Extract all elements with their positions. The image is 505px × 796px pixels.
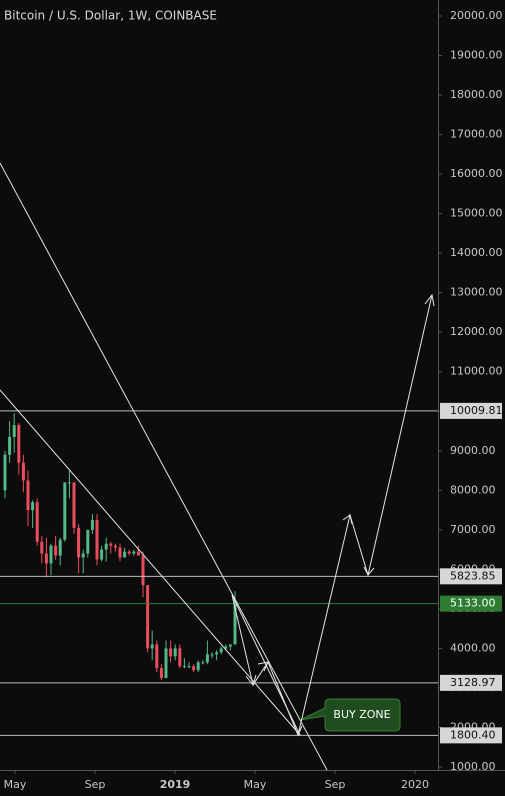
y-tick-label: 11000.00 (450, 365, 503, 378)
candle-body (95, 519, 99, 560)
candle-body (136, 551, 140, 556)
candle-body (118, 547, 122, 558)
drawings (0, 162, 435, 771)
candle-body (201, 662, 205, 664)
candle-body (219, 648, 223, 653)
candle-body (146, 585, 150, 649)
candle-body (44, 553, 48, 564)
candle-body (8, 436, 12, 455)
y-tick-label: 8000.00 (450, 483, 496, 496)
chart-title: Bitcoin / U.S. Dollar, 1W, COINBASE (4, 9, 217, 23)
y-tick-label: 4000.00 (450, 641, 496, 654)
level-label-box (440, 402, 502, 419)
x-tick-label: Sep (325, 778, 346, 791)
arrow-head (293, 724, 303, 737)
candle-body (127, 551, 131, 554)
level-label: 10009.81 (450, 404, 503, 417)
candle-body (3, 454, 7, 491)
y-tick-label: 14000.00 (450, 246, 503, 259)
candle-body (164, 648, 168, 679)
current-price-box (440, 595, 502, 612)
candle-body (21, 462, 25, 481)
candle-body (72, 482, 76, 528)
y-tick-label: 17000.00 (450, 128, 503, 141)
candle-body (215, 652, 219, 655)
candle-body (49, 545, 53, 564)
candle-body (123, 551, 127, 558)
candle-body (159, 668, 163, 679)
candle-body (109, 543, 113, 546)
y-tick-label: 16000.00 (450, 167, 503, 180)
level-label: 5823.85 (450, 569, 496, 582)
candle-body (31, 502, 35, 511)
candle-body (100, 549, 104, 560)
candle-body (77, 527, 81, 558)
candle-body (17, 425, 21, 463)
candle-body (54, 545, 58, 556)
candle-body (26, 480, 30, 511)
y-tick-label: 12000.00 (450, 325, 503, 338)
candle-body (192, 666, 196, 671)
candle-body (196, 662, 200, 671)
current-price-label: 5133.00 (450, 597, 496, 610)
y-tick-label: 1000.00 (450, 760, 496, 773)
trend-line (0, 162, 328, 771)
x-tick-label: May (4, 778, 27, 791)
candle-body (67, 482, 71, 484)
arrow-head (257, 661, 269, 672)
y-tick-label: 20000.00 (450, 9, 503, 22)
candle-body (173, 648, 177, 657)
level-label: 1800.40 (450, 728, 496, 741)
candle-body (132, 551, 136, 554)
candle-body (90, 519, 94, 530)
candle-body (224, 646, 228, 649)
arrow-head (245, 674, 257, 687)
candle-body (35, 502, 39, 542)
level-label-box (440, 674, 502, 691)
candle-body (12, 425, 16, 437)
candle-body (233, 600, 237, 645)
candle-body (63, 482, 67, 540)
candle-body (104, 543, 108, 550)
y-tick-label: 13000.00 (450, 286, 503, 299)
x-tick-label: 2020 (401, 778, 429, 791)
candle-body (182, 666, 186, 668)
candle-body (178, 648, 182, 667)
arrow-head (363, 566, 375, 576)
y-tick-label: 7000.00 (450, 523, 496, 536)
arrow-head (424, 293, 435, 307)
annotation-callout (299, 698, 401, 732)
candle-body (81, 553, 85, 558)
y-tick-label: 9000.00 (450, 444, 496, 457)
candle-body (150, 644, 154, 649)
y-tick-label: 19000.00 (450, 49, 503, 62)
level-label: 3128.97 (450, 676, 496, 689)
y-tick-label: 18000.00 (450, 88, 503, 101)
candle-body (40, 541, 44, 554)
x-tick-label: 2019 (160, 778, 191, 791)
candle-body (141, 555, 145, 586)
trend-line (0, 389, 301, 736)
candle-body (58, 539, 62, 556)
y-tick-label: 15000.00 (450, 207, 503, 220)
level-label-box (440, 568, 502, 585)
candle-body (228, 644, 232, 647)
candle-body (86, 529, 90, 554)
candle-body (210, 654, 214, 656)
candle-body (113, 545, 117, 548)
level-label-box (440, 727, 502, 744)
x-tick-label: May (244, 778, 267, 791)
candle-body (205, 654, 209, 663)
candle-body (155, 644, 159, 669)
x-tick-label: Sep (85, 778, 106, 791)
annotation-text: BUY ZONE (333, 708, 390, 721)
candle-body (169, 648, 173, 657)
arrow-head (342, 514, 353, 525)
candle-body (187, 666, 191, 668)
